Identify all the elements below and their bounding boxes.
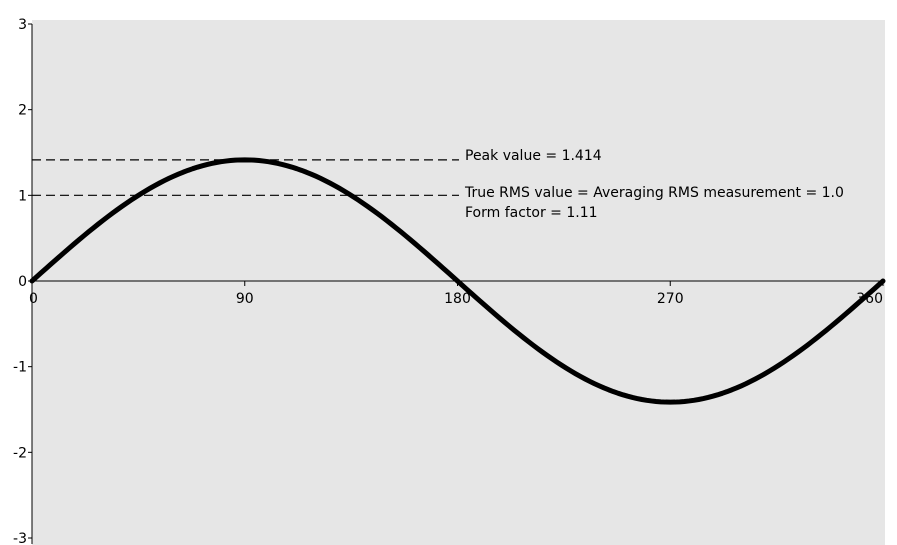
- annotation-peak: Peak value = 1.414: [465, 148, 602, 164]
- y-tick-label: 2: [18, 103, 27, 119]
- y-tick-label: 1: [18, 188, 27, 204]
- x-tick-label: 360: [856, 291, 883, 307]
- y-tick-label: -1: [13, 360, 27, 376]
- y-tick-label: -2: [13, 445, 27, 461]
- y-tick-label: 3: [18, 17, 27, 33]
- x-tick-label: 90: [236, 291, 254, 307]
- x-tick-label: 270: [657, 291, 684, 307]
- sine-series-line: [29, 157, 886, 405]
- annotation-rms: True RMS value = Averaging RMS measureme…: [464, 185, 844, 201]
- y-tick-label: 0: [18, 274, 27, 290]
- x-tick-label: 180: [444, 291, 471, 307]
- y-tick-label: -3: [13, 531, 27, 545]
- annotation-form-factor: Form factor = 1.11: [465, 205, 598, 221]
- x-tick-label: 0: [29, 291, 38, 307]
